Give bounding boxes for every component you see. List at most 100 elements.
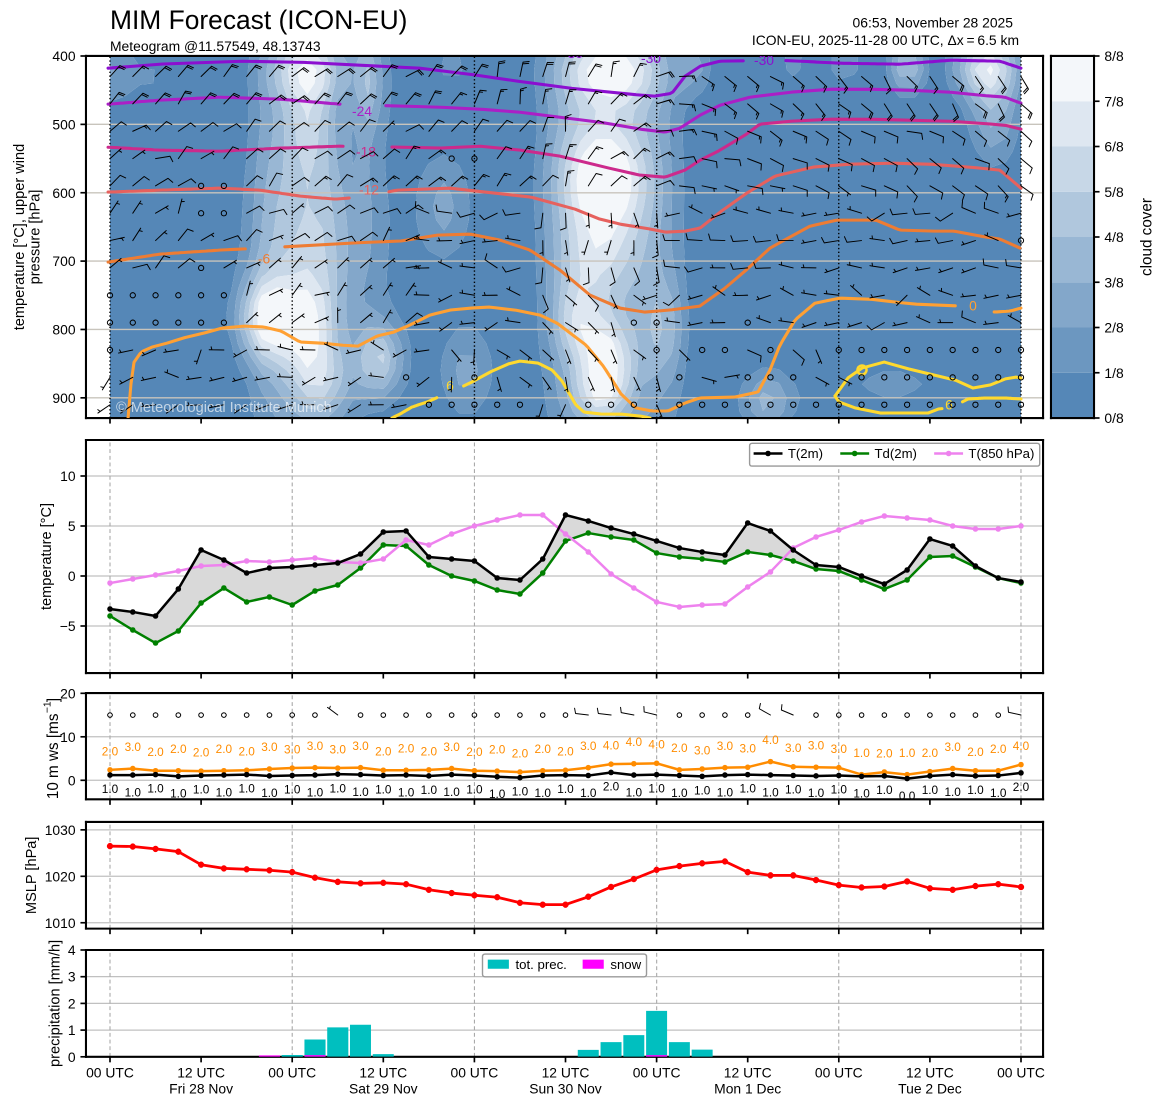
svg-text:0: 0 [68,568,76,584]
svg-text:2.0: 2.0 [1013,780,1030,794]
svg-text:0: 0 [969,298,977,314]
svg-text:1.0: 1.0 [944,785,961,799]
svg-text:2: 2 [68,995,76,1011]
svg-text:10: 10 [60,468,76,484]
svg-text:3.0: 3.0 [808,738,825,752]
svg-text:10 m ws [ms: 10 m ws [ms [45,713,62,799]
svg-text:600: 600 [52,185,75,201]
svg-text:2.0: 2.0 [922,746,939,760]
svg-text:5: 5 [68,518,76,534]
svg-text:3.0: 3.0 [717,739,734,753]
svg-text:400: 400 [52,48,75,64]
svg-text:3: 3 [68,969,76,985]
svg-text:2.0: 2.0 [238,745,255,759]
svg-text:0/8: 0/8 [1104,410,1124,426]
svg-text:1.0: 1.0 [125,785,142,799]
svg-text:800: 800 [52,321,75,337]
svg-text:1.0: 1.0 [762,785,779,799]
svg-text:2.0: 2.0 [535,742,552,756]
svg-text:precipitation [mm/h]: precipitation [mm/h] [47,940,63,1067]
svg-text:1.0: 1.0 [512,785,529,799]
svg-text:6: 6 [945,397,953,413]
svg-text:4.0: 4.0 [762,733,779,747]
svg-text:1: 1 [68,1022,76,1038]
svg-text:4.0: 4.0 [1013,739,1030,753]
svg-text:2.0: 2.0 [557,745,574,759]
svg-text:10: 10 [60,729,76,745]
svg-text:1.0: 1.0 [785,783,802,797]
svg-text:00 UTC: 00 UTC [997,1064,1045,1080]
svg-text:6: 6 [446,378,454,394]
svg-text:4: 4 [68,942,76,958]
svg-text:-18: -18 [356,144,376,160]
svg-text:12 UTC: 12 UTC [359,1064,407,1080]
svg-text:1.0: 1.0 [922,783,939,797]
svg-text:3.0: 3.0 [330,743,347,757]
svg-text:1.0: 1.0 [626,785,643,799]
svg-text:6/8: 6/8 [1104,139,1124,155]
svg-text:1.0: 1.0 [238,782,255,796]
svg-text:3.0: 3.0 [125,740,142,754]
svg-text:900: 900 [52,390,75,406]
svg-text:00 UTC: 00 UTC [815,1064,863,1080]
svg-text:1.0: 1.0 [580,786,597,800]
svg-text:00 UTC: 00 UTC [633,1064,681,1080]
svg-text:3.0: 3.0 [307,739,324,753]
svg-text:ICON-EU, 2025-11-28 00 UTC, Δx: ICON-EU, 2025-11-28 00 UTC, Δx = 6.5 km [752,32,1019,48]
svg-text:1.0: 1.0 [330,781,347,795]
svg-text:1.0: 1.0 [307,785,324,799]
svg-text:3.0: 3.0 [580,739,597,753]
svg-text:2.0: 2.0 [216,742,233,756]
svg-text:Meteogram @11.57549, 48.13743: Meteogram @11.57549, 48.13743 [110,38,321,54]
svg-text:700: 700 [52,253,75,269]
svg-text:12 UTC: 12 UTC [542,1064,590,1080]
svg-text:3.0: 3.0 [785,741,802,755]
svg-text:-30: -30 [754,52,774,68]
svg-text:temperature [°C]: temperature [°C] [39,503,55,610]
svg-text:2.0: 2.0 [967,745,984,759]
svg-text:5/8: 5/8 [1104,184,1124,200]
svg-text:0.0: 0.0 [899,789,916,803]
svg-text:2.0: 2.0 [421,744,438,758]
svg-text:2.0: 2.0 [102,744,119,758]
svg-text:Sat 29 Nov: Sat 29 Nov [349,1080,418,1096]
svg-text:1.0: 1.0 [170,787,187,801]
svg-text:1.0: 1.0 [876,783,893,797]
svg-text:4/8: 4/8 [1104,229,1124,245]
svg-text:1.0: 1.0 [466,783,483,797]
svg-text:pressure [hPa]: pressure [hPa] [28,190,44,285]
svg-text:1.0: 1.0 [284,783,301,797]
svg-text:1.0: 1.0 [489,787,506,801]
svg-text:3/8: 3/8 [1104,274,1124,290]
svg-text:2/8: 2/8 [1104,320,1124,336]
svg-text:1.0: 1.0 [421,783,438,797]
svg-text:1.0: 1.0 [398,785,415,799]
svg-text:00 UTC: 00 UTC [450,1064,498,1080]
svg-text:3.0: 3.0 [261,740,278,754]
svg-text:0: 0 [68,772,76,788]
svg-text:7/8: 7/8 [1104,93,1124,109]
svg-text:3.0: 3.0 [831,742,848,756]
svg-text:T(850 hPa): T(850 hPa) [968,446,1034,461]
svg-text:1.0: 1.0 [739,782,756,796]
svg-text:2.0: 2.0 [876,746,893,760]
svg-text:1020: 1020 [45,868,76,884]
svg-text:3.0: 3.0 [352,739,369,753]
svg-text:1.0: 1.0 [216,785,233,799]
svg-text:Tue 2 Dec: Tue 2 Dec [898,1080,962,1096]
svg-text:06:53, November 28 2025: 06:53, November 28 2025 [853,15,1014,31]
svg-text:temperature [°C], upper wind: temperature [°C], upper wind [12,144,28,331]
svg-text:1.0: 1.0 [671,786,688,800]
svg-text:1010: 1010 [45,915,76,931]
svg-text:1.0: 1.0 [261,786,278,800]
svg-text:2.0: 2.0 [512,746,529,760]
svg-text:3.0: 3.0 [694,743,711,757]
svg-text:3.0: 3.0 [739,742,756,756]
svg-text:1.0: 1.0 [853,787,870,801]
svg-text:1.0: 1.0 [967,783,984,797]
svg-text:MIM Forecast (ICON-EU): MIM Forecast (ICON-EU) [110,5,407,35]
svg-text:2.0: 2.0 [170,742,187,756]
svg-text:-30: -30 [641,50,661,66]
svg-text:12 UTC: 12 UTC [177,1064,225,1080]
svg-text:4.0: 4.0 [626,735,643,749]
